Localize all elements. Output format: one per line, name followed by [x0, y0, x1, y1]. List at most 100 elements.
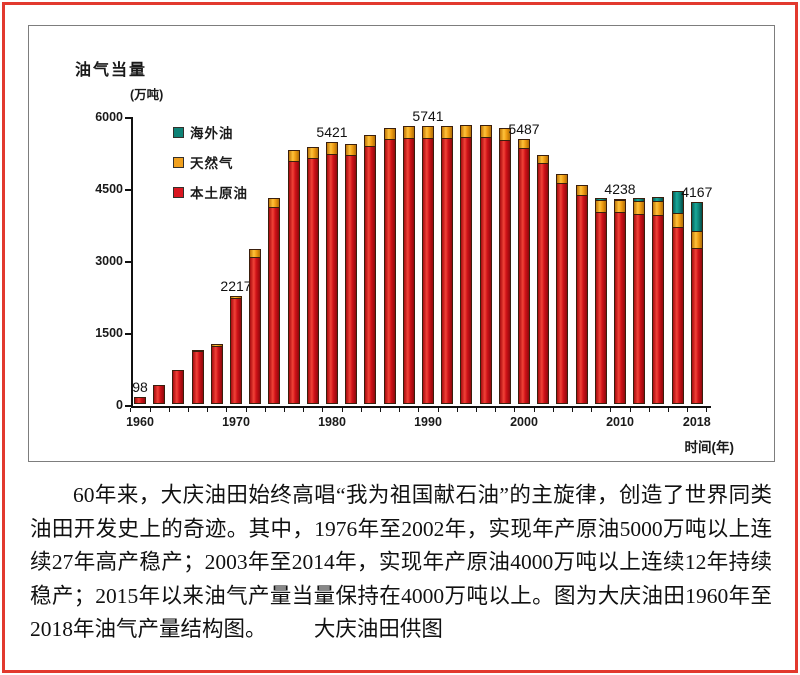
- bar-1982: [345, 143, 358, 404]
- y-axis-tick: [125, 333, 131, 335]
- bar-1996: [479, 125, 492, 404]
- bar-segment-gas: [327, 142, 337, 155]
- caption-paragraph: 60年来，大庆油田始终高唱“我为祖国献石油”的主旋律，创造了世界同类油田开发史上…: [30, 479, 772, 647]
- legend-item-gas: 天然气: [173, 152, 248, 172]
- y-axis-tick-label: 4500: [95, 182, 123, 196]
- bar-segment-crude: [423, 138, 433, 403]
- legend-item-crude: 本土原油: [173, 182, 248, 202]
- bar-segment-overseas: [653, 198, 664, 202]
- bar-segment-gas: [538, 155, 549, 165]
- bar-segment-crude: [403, 139, 414, 403]
- bar-1968: [210, 344, 223, 404]
- bar-1974: [268, 198, 281, 404]
- x-axis-minor-tick: [591, 408, 593, 412]
- bar-segment-crude: [365, 147, 376, 403]
- bar-segment-gas: [269, 199, 280, 209]
- x-axis: [131, 406, 711, 408]
- x-axis-tick-label: 2010: [606, 415, 634, 429]
- legend-item-overseas: 海外油: [173, 122, 248, 142]
- bar-segment-crude: [231, 299, 241, 403]
- bar-segment-crude: [557, 184, 568, 403]
- bar-segment-crude: [442, 139, 453, 403]
- legend-swatch-gas-icon: [173, 156, 184, 168]
- bar-segment-gas: [557, 174, 568, 185]
- bar-segment-crude: [519, 149, 529, 403]
- y-axis-tick: [125, 189, 131, 191]
- y-axis: [131, 117, 133, 408]
- bar-segment-gas: [672, 214, 683, 228]
- bar-segment-crude: [595, 212, 606, 403]
- x-axis-tick-label: 1970: [222, 415, 250, 429]
- bar-segment-gas: [519, 139, 529, 150]
- bar-segment-gas: [288, 151, 299, 162]
- x-axis-minor-tick: [149, 408, 151, 412]
- bar-segment-gas: [499, 128, 510, 141]
- x-axis-minor-tick: [226, 408, 228, 412]
- bar-1978: [306, 147, 319, 404]
- y-axis-tick-label: 0: [116, 398, 123, 412]
- bar-segment-gas: [231, 296, 241, 300]
- bar-1984: [364, 135, 377, 404]
- bar-segment-crude: [173, 371, 184, 403]
- bar-1998: [498, 127, 511, 404]
- bar-segment-overseas: [634, 199, 645, 202]
- bar-segment-gas: [576, 186, 587, 197]
- bar-segment-gas: [442, 127, 453, 139]
- bar-segment-gas: [423, 127, 433, 139]
- bar-segment-crude: [327, 154, 337, 403]
- bar-segment-crude: [154, 386, 165, 403]
- x-axis-title: 时间(年): [684, 440, 735, 455]
- bar-segment-overseas: [672, 192, 683, 215]
- x-axis-minor-tick: [245, 408, 247, 412]
- bar-1962: [153, 385, 166, 404]
- bar-segment-crude: [672, 227, 683, 403]
- x-axis-minor-tick: [533, 408, 535, 412]
- x-axis-minor-tick: [284, 408, 285, 412]
- chart-unit-label: (万吨): [130, 88, 164, 102]
- x-axis-tick-label: 1990: [414, 415, 442, 429]
- bar-segment-crude: [135, 398, 145, 403]
- x-axis-minor-tick: [322, 408, 324, 412]
- bar-1988: [402, 126, 415, 404]
- bar-segment-gas: [403, 127, 414, 139]
- x-axis-minor-tick: [188, 408, 189, 412]
- bar-1976: [287, 150, 300, 404]
- x-axis-minor-tick: [264, 408, 266, 412]
- x-axis-tick-label: 1960: [126, 415, 154, 429]
- bar-2000: [518, 138, 530, 404]
- bar-1994: [460, 125, 473, 404]
- legend-label: 天然气: [190, 156, 234, 171]
- bar-segment-crude: [346, 155, 357, 403]
- x-axis-tick-label: 2018: [682, 415, 711, 429]
- legend-swatch-overseas-icon: [173, 126, 184, 138]
- bar-1964: [172, 370, 185, 404]
- bar-segment-gas: [346, 144, 357, 156]
- bar-1966: [191, 349, 204, 404]
- chart-title: 油气当量: [75, 62, 148, 79]
- x-axis-minor-tick: [360, 408, 362, 412]
- bar-segment-overseas: [615, 199, 625, 202]
- x-axis-minor-tick: [130, 408, 132, 412]
- y-axis-tick-label: 3000: [95, 254, 123, 268]
- bar-segment-gas: [634, 201, 645, 216]
- bar-segment-crude: [269, 208, 280, 403]
- bar-2018: [690, 201, 703, 404]
- legend-label: 海外油: [190, 126, 234, 141]
- bar-segment-gas: [192, 350, 203, 353]
- x-axis-minor-tick: [514, 408, 516, 412]
- x-axis-minor-tick: [495, 408, 497, 412]
- x-axis-minor-tick: [168, 408, 170, 412]
- bar-segment-overseas: [691, 202, 702, 232]
- bar-1986: [383, 127, 396, 404]
- caption-credit: 大庆油田供图: [313, 617, 443, 641]
- x-axis-minor-tick: [476, 408, 477, 412]
- bar-segment-crude: [615, 213, 625, 403]
- bar-2008: [594, 198, 607, 404]
- bar-1990: [422, 126, 434, 404]
- bar-segment-gas: [250, 250, 261, 258]
- bar-segment-crude: [192, 352, 203, 403]
- y-axis-tick: [125, 261, 131, 263]
- bar-1970: [230, 295, 242, 404]
- bar-segment-gas: [384, 128, 395, 140]
